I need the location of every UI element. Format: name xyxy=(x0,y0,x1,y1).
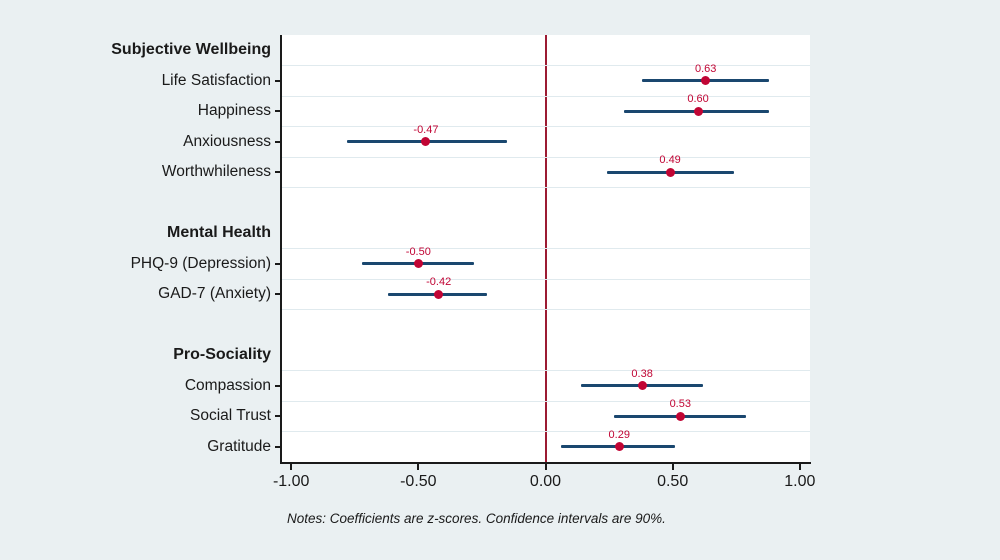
estimate-label: 0.53 xyxy=(669,398,691,411)
point-marker xyxy=(421,137,431,147)
gridline xyxy=(282,156,810,158)
y-axis-line xyxy=(280,35,282,462)
category-label: Happiness xyxy=(197,102,271,120)
estimate-label: 0.63 xyxy=(695,62,717,75)
point-marker xyxy=(434,289,444,299)
estimate-label: 0.60 xyxy=(687,93,709,106)
gridline xyxy=(282,126,810,127)
point-marker xyxy=(701,76,711,86)
y-tick xyxy=(275,171,280,174)
y-tick xyxy=(275,293,280,296)
gridline xyxy=(282,248,810,249)
x-axis-line xyxy=(280,462,811,464)
estimate-label: -0.42 xyxy=(426,276,452,289)
category-label: Social Trust xyxy=(190,407,271,425)
point-marker xyxy=(614,442,624,452)
category-label: Gratitude xyxy=(207,437,271,455)
category-label: Compassion xyxy=(184,376,271,394)
point-marker xyxy=(693,106,703,116)
x-tick-label: 1.00 xyxy=(784,473,816,490)
point-marker xyxy=(637,381,647,391)
y-tick xyxy=(275,384,280,387)
category-label: Anxiousness xyxy=(183,132,271,150)
group-header-label: Mental Health xyxy=(166,224,271,242)
gridline xyxy=(282,370,810,371)
category-label: Life Satisfaction xyxy=(161,71,271,89)
gridline xyxy=(282,187,810,188)
x-tick xyxy=(671,464,674,470)
y-tick xyxy=(275,415,280,418)
y-tick xyxy=(275,445,280,448)
gridline xyxy=(282,65,810,66)
category-label: PHQ-9 (Depression) xyxy=(130,254,271,272)
gridline xyxy=(282,95,810,97)
estimate-label: 0.29 xyxy=(608,428,630,441)
x-tick-label: -0.50 xyxy=(400,473,437,490)
x-tick xyxy=(290,464,293,470)
gridline xyxy=(282,278,810,280)
x-tick-label: 0.00 xyxy=(529,473,562,490)
group-header-label: Pro-Sociality xyxy=(173,346,271,364)
chart-notes: Notes: Coefficients are z-scores. Confid… xyxy=(287,511,666,526)
estimate-label: -0.50 xyxy=(405,245,431,258)
category-label: Worthwhileness xyxy=(161,163,271,181)
y-tick xyxy=(275,262,280,265)
group-header-label: Subjective Wellbeing xyxy=(111,41,271,59)
gridline xyxy=(282,309,810,310)
estimate-label: 0.38 xyxy=(631,367,653,380)
y-tick xyxy=(275,110,280,113)
gridline xyxy=(282,431,810,432)
point-marker xyxy=(675,411,685,421)
point-marker xyxy=(413,259,423,269)
estimate-label: -0.47 xyxy=(413,123,439,136)
point-marker xyxy=(665,167,675,177)
gridline xyxy=(282,400,810,402)
y-tick xyxy=(275,140,280,143)
estimate-label: 0.49 xyxy=(659,154,681,167)
x-tick-label: 0.50 xyxy=(657,473,689,490)
x-tick xyxy=(798,464,801,470)
x-tick xyxy=(544,464,547,470)
category-label: GAD-7 (Anxiety) xyxy=(158,285,271,303)
y-tick xyxy=(275,79,280,82)
x-tick-label: -1.00 xyxy=(272,473,310,490)
x-tick xyxy=(417,464,420,470)
